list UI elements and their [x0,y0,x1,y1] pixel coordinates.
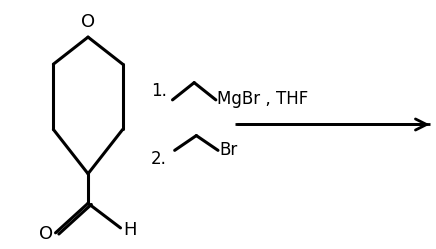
Text: 1.: 1. [151,82,167,100]
Text: O: O [39,225,53,243]
Text: O: O [81,13,95,31]
Text: MgBr , THF: MgBr , THF [217,90,308,108]
Text: H: H [123,221,137,239]
Text: 2.: 2. [151,150,167,168]
Text: Br: Br [219,141,238,159]
